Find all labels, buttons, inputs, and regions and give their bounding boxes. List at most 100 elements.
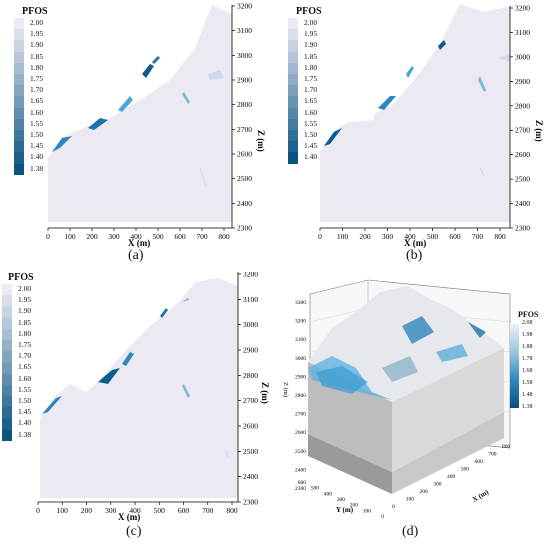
z-tick-label: 2400 bbox=[243, 472, 258, 481]
y-tick-label: 200 bbox=[350, 503, 359, 509]
legend-swatch bbox=[288, 51, 298, 63]
x-tick-label: 600 bbox=[475, 459, 484, 465]
z-tick-label: 2500 bbox=[243, 447, 258, 456]
y-tick-label: 600 bbox=[298, 480, 307, 486]
y-tick-label: 300 bbox=[337, 497, 346, 503]
legend-swatch bbox=[2, 328, 12, 340]
x-tick-label: 700 bbox=[488, 452, 497, 458]
x-tick-label: 500 bbox=[154, 506, 166, 515]
failure-zone bbox=[208, 70, 224, 80]
legend-label: 1.85 bbox=[304, 51, 318, 61]
legend-label: 1.40 bbox=[18, 418, 32, 428]
z-axis-label: Z (m) bbox=[260, 382, 270, 404]
legend-label: 1.60 bbox=[304, 107, 318, 117]
z-tick-label: 3200 bbox=[237, 2, 252, 11]
legend-swatch bbox=[14, 141, 24, 153]
x-tick-label: 500 bbox=[427, 232, 439, 241]
x-tick-label: 0 bbox=[392, 504, 395, 510]
legend-swatch bbox=[288, 18, 298, 30]
legend-label: 1.80 bbox=[18, 328, 32, 338]
legend-label: 1.90 bbox=[18, 306, 32, 316]
z-tick-label: 2300 bbox=[243, 498, 258, 507]
legend-swatch bbox=[288, 152, 298, 164]
legend-label: 1.80 bbox=[30, 62, 44, 72]
legend-label: 1.70 bbox=[30, 85, 44, 95]
panel-a: PFOS 2.00 1.95 1.90 1.85 1.80 1.75 1.70 1.65 1.6… bbox=[0, 0, 270, 270]
legend-swatch bbox=[14, 74, 24, 86]
failure-zone bbox=[406, 66, 414, 78]
legend-label: 1.75 bbox=[304, 74, 318, 83]
z-axis-label: Z (m) bbox=[534, 120, 544, 142]
x-axis-label: X (m) bbox=[404, 238, 426, 248]
z-tick-label: 2700 bbox=[243, 396, 258, 405]
failure-zone bbox=[324, 128, 342, 146]
x-tick-label: 400 bbox=[404, 232, 416, 241]
legend-label: 1.95 bbox=[30, 29, 44, 39]
legend-label: 1.85 bbox=[18, 317, 32, 327]
legend-swatch bbox=[2, 384, 12, 396]
x-tick-label: 300 bbox=[433, 482, 442, 488]
z-tick-label: 2600 bbox=[243, 422, 258, 431]
x-tick-label: 200 bbox=[359, 232, 371, 241]
model-right-face bbox=[392, 348, 504, 472]
x-tick-label: 100 bbox=[64, 232, 76, 241]
legend-swatch bbox=[2, 362, 12, 374]
legend-label: 1.95 bbox=[304, 29, 318, 39]
z-tick-label: 2900 bbox=[295, 374, 306, 380]
z-tick-label: 2800 bbox=[237, 100, 252, 109]
failure-zone bbox=[52, 136, 72, 152]
x-tick-label: 0 bbox=[36, 506, 40, 515]
legend-swatch bbox=[2, 407, 12, 419]
legend-swatch bbox=[288, 96, 298, 108]
legend-label: 1.50 bbox=[18, 396, 32, 405]
legend-swatch bbox=[2, 317, 12, 329]
z-tick-label: 2300 bbox=[295, 486, 306, 492]
x-axis-label: X (m) bbox=[118, 512, 140, 522]
failure-zone bbox=[438, 40, 446, 50]
slope-plot: 0 100 200 300 400 500 600 700 800 3200 3100 3000 29… bbox=[46, 2, 266, 249]
z-tick-label: 2900 bbox=[237, 76, 252, 85]
z-tick-label: 2600 bbox=[295, 430, 306, 436]
z-tick-label: 2400 bbox=[295, 467, 306, 473]
z-tick-label: 2300 bbox=[515, 224, 530, 233]
legend-label: 1.65 bbox=[18, 362, 32, 372]
x-tick-label: 400 bbox=[447, 474, 456, 480]
z-tick-label: 3000 bbox=[515, 52, 530, 61]
legend-label: 2.00 bbox=[304, 18, 318, 27]
z-tick-label: 3200 bbox=[243, 272, 258, 279]
legend-swatch bbox=[2, 351, 12, 363]
crack-trace bbox=[225, 449, 229, 459]
legend-label: 1.45 bbox=[18, 407, 32, 417]
y-tick-label: 500 bbox=[311, 486, 320, 492]
legend-label: 1.55 bbox=[30, 118, 44, 128]
z-tick-label: 2800 bbox=[515, 101, 530, 110]
panel-caption: (d) bbox=[402, 524, 419, 539]
x-tick-label: 800 bbox=[226, 506, 238, 515]
legend-label: 1.75 bbox=[18, 340, 32, 349]
panel-caption: (b) bbox=[406, 248, 423, 263]
legend-swatch bbox=[2, 306, 12, 318]
y-tick-label: 100 bbox=[363, 508, 372, 514]
crack-trace bbox=[479, 167, 485, 177]
legend-swatch bbox=[2, 284, 12, 296]
legend-swatch bbox=[14, 51, 24, 63]
legend-label: 1.68 bbox=[522, 368, 533, 374]
failure-zone bbox=[182, 92, 190, 104]
legend-title: PFOS bbox=[22, 6, 48, 17]
z-axis-label: Z (m) bbox=[256, 130, 266, 152]
legend-swatch bbox=[288, 107, 298, 119]
legend-label: 1.70 bbox=[304, 85, 318, 95]
legend-swatch bbox=[288, 85, 298, 97]
x-tick-label: 100 bbox=[337, 232, 349, 241]
legend-label: 1.65 bbox=[30, 96, 44, 106]
z-tick-label: 2900 bbox=[243, 346, 258, 355]
failure-zone bbox=[142, 64, 154, 78]
legend-swatch bbox=[2, 429, 12, 441]
legend-title: PFOS bbox=[518, 310, 539, 319]
legend-label: 1.50 bbox=[30, 130, 44, 139]
legend-label: 1.55 bbox=[18, 384, 32, 394]
legend-title: PFOS bbox=[296, 6, 322, 17]
legend-swatch bbox=[288, 40, 298, 52]
x-tick-label: 700 bbox=[202, 506, 214, 515]
z-tick-label: 3100 bbox=[243, 295, 258, 304]
